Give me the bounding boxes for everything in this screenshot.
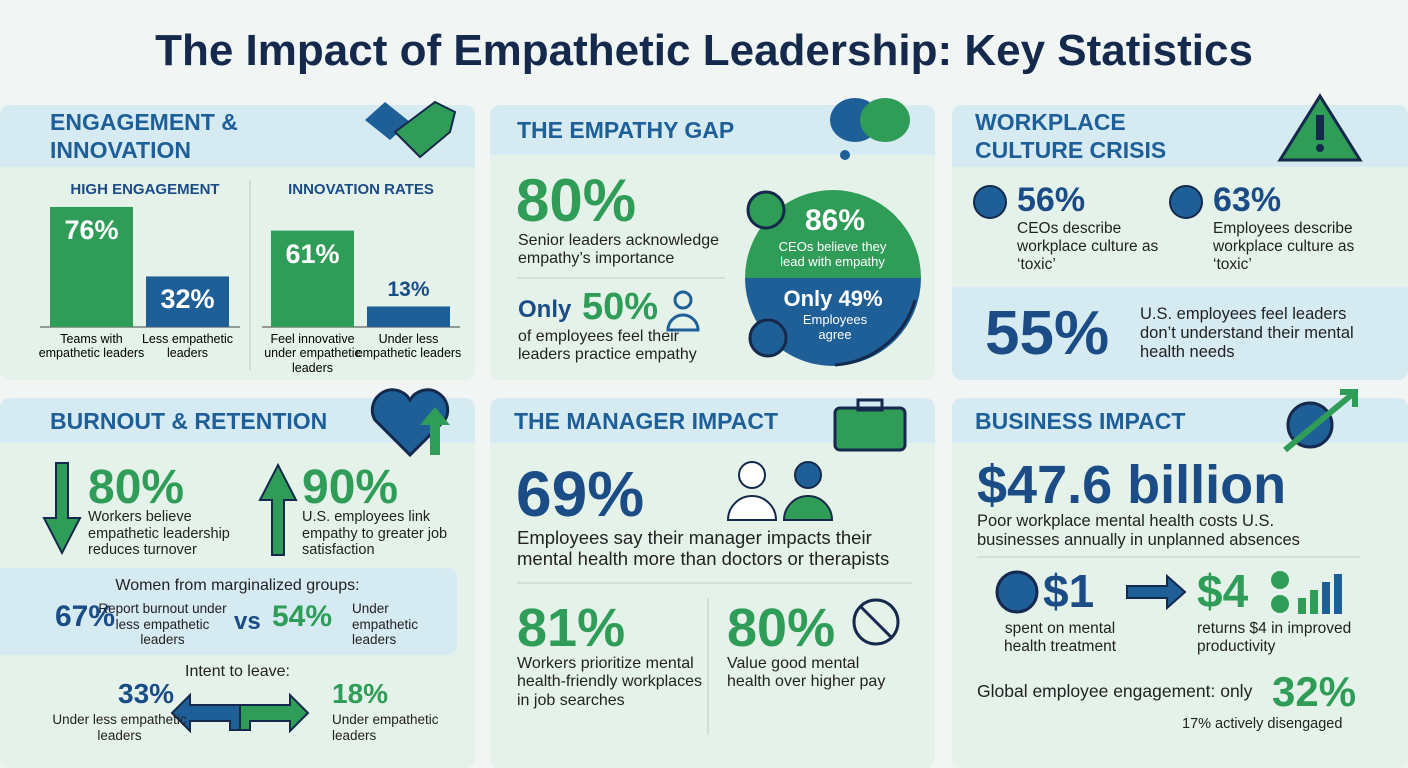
title: INNOVATION RATES	[288, 181, 434, 198]
bar	[271, 230, 354, 327]
heading: ENGAGEMENT & INNOVATION	[50, 109, 238, 163]
text: Employees say their manager impacts thei…	[517, 527, 890, 570]
disengaged: 17% actively disengaged	[1182, 716, 1343, 732]
text2: of employees feel their leaders practice…	[518, 328, 697, 364]
caption: Under less empathetic leaders	[355, 332, 462, 361]
ceo-text: CEOs believe they lead with empathy	[778, 239, 887, 269]
text: Under empathetic leaders	[352, 601, 419, 648]
bar	[146, 276, 229, 327]
text: Workers prioritize mental health-friendl…	[517, 655, 702, 709]
stat: 80%	[88, 461, 185, 514]
stat: 54%	[272, 600, 333, 633]
heading: BURNOUT & RETENTION	[50, 408, 328, 434]
heading: WORKPLACE CULTURE CRISIS	[975, 109, 1167, 163]
money-icon	[1283, 389, 1358, 453]
stat: 56%	[1017, 181, 1086, 219]
ceo-stat: 86%	[804, 204, 866, 237]
global-stat: 32%	[1272, 668, 1357, 715]
leave-title: Intent to leave:	[185, 663, 290, 680]
text: Employees describe workplace culture as …	[1213, 220, 1355, 273]
people-icon	[726, 461, 834, 521]
returns-text: returns $4 in improved productivity	[1197, 620, 1352, 655]
text: Workers believe empathetic leadership re…	[88, 509, 230, 559]
bar	[367, 306, 450, 327]
brain-icon	[830, 98, 910, 160]
empathy-circle	[666, 190, 921, 367]
stat: 63%	[1213, 181, 1282, 219]
prefix: Only	[518, 296, 572, 323]
handshake-icon	[365, 100, 457, 159]
burnout-arrows	[42, 462, 310, 734]
text: CEOs describe workplace culture as ‘toxi…	[1017, 220, 1159, 273]
stat: $47.6 billion	[977, 455, 1287, 515]
spent: $1	[1043, 565, 1095, 617]
culture-faces	[973, 185, 1203, 219]
caption: Less empathetic leaders	[141, 332, 234, 361]
text: Senior leaders acknowledge empathy’s imp…	[518, 232, 720, 268]
coin-icon	[995, 570, 1039, 614]
stat: 55%	[985, 299, 1110, 368]
title: The Impact of Empathetic Leadership: Key…	[155, 26, 1253, 75]
emp-text: Employees agree	[802, 312, 868, 342]
label: 32%	[160, 284, 215, 315]
caption: Teams with empathetic leaders	[38, 332, 145, 361]
caption: Feel innovative under empathetic leaders	[264, 332, 361, 375]
text: Report burnout under less empathetic lea…	[98, 601, 227, 648]
warning-icon	[1277, 93, 1363, 162]
heading: THE MANAGER IMPACT	[514, 408, 779, 434]
text: Poor workplace mental health costs U.S. …	[977, 512, 1300, 549]
bar-group	[50, 206, 450, 327]
heading: BUSINESS IMPACT	[975, 408, 1186, 434]
bar	[50, 206, 133, 327]
text: U.S. employees feel leaders don’t unders…	[1140, 305, 1354, 361]
spent-text: spent on mental health treatment	[1003, 620, 1116, 655]
stat: 90%	[302, 461, 399, 514]
text: Under less empathetic leaders	[52, 712, 187, 743]
label: 13%	[387, 278, 430, 302]
returns: $4	[1197, 565, 1249, 617]
stat: 81%	[517, 598, 626, 658]
stat: 80%	[727, 598, 836, 658]
highlight-band	[0, 568, 457, 655]
briefcase-icon	[833, 398, 907, 452]
text: Under empathetic leaders	[332, 712, 439, 743]
heading: THE EMPATHY GAP	[517, 117, 735, 143]
vs: vs	[234, 608, 261, 635]
heart-icon	[370, 388, 450, 458]
highlight-band	[952, 287, 1408, 380]
stat: 69%	[516, 458, 645, 530]
no-money-icon	[852, 598, 900, 646]
stat2: 50%	[582, 286, 659, 328]
text: Value good mental health over higher pay	[727, 655, 886, 691]
title: HIGH ENGAGEMENT	[70, 181, 220, 198]
label: 61%	[285, 238, 340, 269]
stat: 33%	[118, 678, 175, 709]
stat: 18%	[332, 678, 389, 709]
text: U.S. employees link empathy to greater j…	[302, 509, 448, 559]
stat: 67%	[55, 600, 116, 633]
emp-stat: Only 49%	[783, 286, 883, 311]
women-title: Women from marginalized groups:	[115, 577, 360, 594]
flow-arrow	[1126, 573, 1187, 611]
growth-icon	[1271, 571, 1342, 614]
label: 76%	[64, 214, 119, 245]
global-text: Global employee engagement: only	[977, 681, 1253, 701]
stat: 80%	[516, 167, 637, 234]
